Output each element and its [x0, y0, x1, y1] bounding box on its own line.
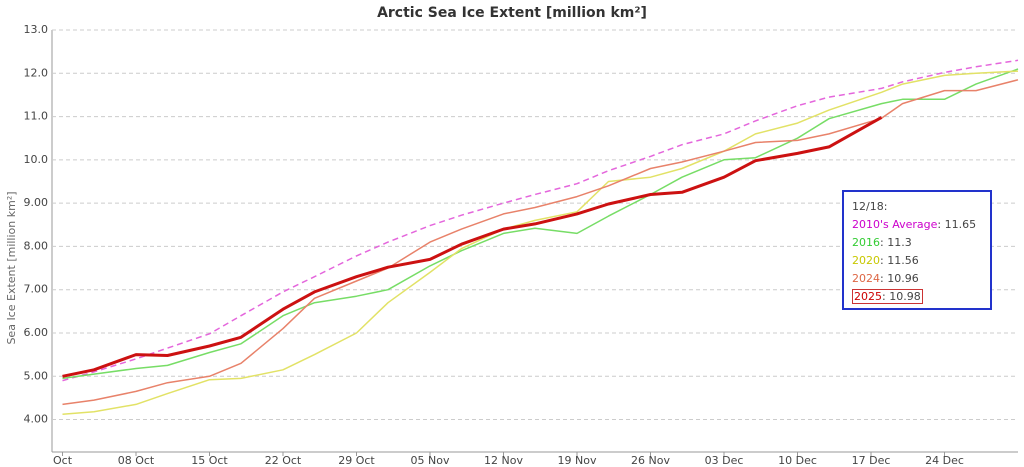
x-tick-label: 03 Dec — [705, 454, 744, 467]
series-line — [62, 116, 883, 378]
chart-title: Arctic Sea Ice Extent [million km²] — [377, 5, 647, 21]
legend-value: 11.56 — [880, 254, 919, 267]
y-tick-label: 7.00 — [24, 283, 49, 296]
x-tick-label: 24 Dec — [925, 454, 964, 467]
y-tick-label: 5.00 — [24, 369, 49, 382]
y-tick-label: 6.00 — [24, 326, 49, 339]
y-tick-label: 8.00 — [24, 239, 49, 252]
legend-entry: 202510.98 — [852, 288, 982, 306]
x-tick-label: 19 Nov — [558, 454, 597, 467]
x-tick-label: 10 Dec — [778, 454, 817, 467]
legend-name: 2024 — [852, 272, 880, 285]
series-line — [62, 59, 1019, 382]
legend-title: 12/18: — [852, 200, 888, 213]
legend-entry: 201611.3 — [852, 234, 982, 252]
legend-value: 11.65 — [937, 218, 976, 231]
x-tick-label: 15 Oct — [191, 454, 228, 467]
y-tick-label: 13.0 — [24, 23, 49, 36]
x-tick-label: 26 Nov — [631, 454, 670, 467]
series-line — [62, 70, 1019, 416]
x-tick-label: 29 Oct — [338, 454, 375, 467]
legend-value: 11.3 — [880, 236, 912, 249]
y-axis-label: Sea Ice Extent [million km²] — [5, 191, 18, 344]
y-tick-label: 4.00 — [24, 413, 49, 426]
legend-entry: 2010's Average11.65 — [852, 216, 982, 234]
legend-entry: 202011.56 — [852, 252, 982, 270]
series-line — [62, 79, 1019, 406]
legend-box: 202510.98 — [852, 289, 923, 304]
x-tick-label: Oct — [53, 454, 73, 467]
y-tick-label: 12.0 — [24, 66, 49, 79]
legend-name: 2025 — [854, 290, 882, 303]
legend-name: 2010's Average — [852, 218, 938, 231]
x-tick-label: 17 Dec — [852, 454, 891, 467]
x-tick-label: 05 Nov — [411, 454, 450, 467]
y-tick-label: 11.0 — [24, 110, 49, 123]
y-tick-label: 9.00 — [24, 196, 49, 209]
legend-name: 2016 — [852, 236, 880, 249]
legend-name: 2020 — [852, 254, 880, 267]
legend-value: 10.96 — [880, 272, 919, 285]
legend-value: 10.98 — [882, 290, 921, 303]
x-tick-label: 22 Oct — [265, 454, 302, 467]
x-tick-label: 08 Oct — [118, 454, 155, 467]
y-tick-label: 10.0 — [24, 153, 49, 166]
legend: 12/18:2010's Average11.65201611.3202011.… — [842, 190, 992, 310]
legend-entry: 202410.96 — [852, 270, 982, 288]
series-line — [62, 68, 1019, 380]
x-tick-label: 12 Nov — [484, 454, 523, 467]
